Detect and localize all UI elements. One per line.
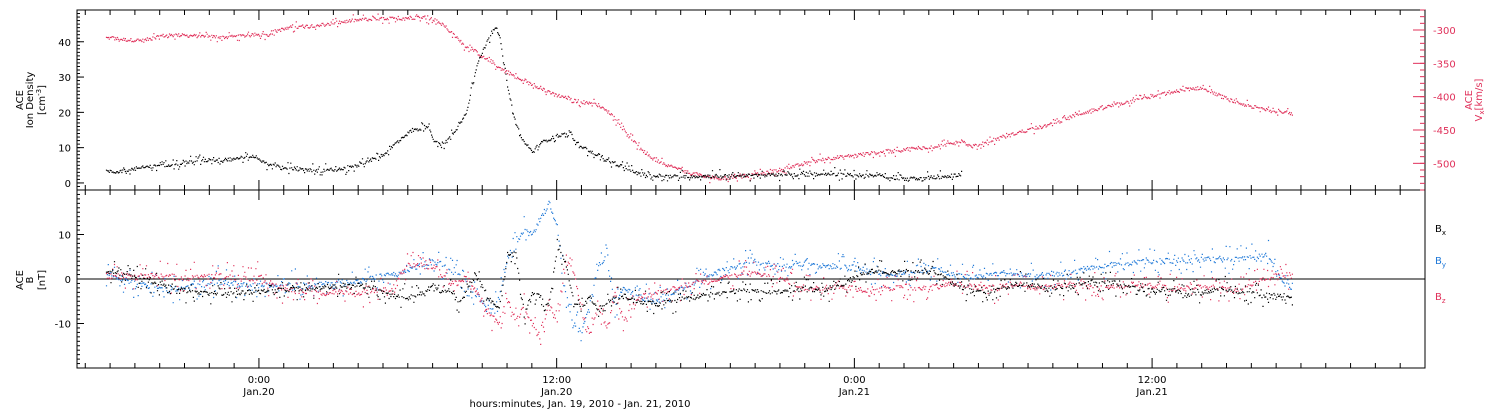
vx-tick-label: -450 — [1433, 126, 1456, 137]
b-tick-label: -10 — [55, 320, 71, 331]
bottom-left-axis-title: ACE B [nT] — [15, 270, 48, 290]
bz-series-points — [105, 251, 1293, 345]
density-tick-label: 30 — [58, 73, 71, 84]
vx-series-points — [105, 13, 1293, 184]
density-unit-text: [cm — [37, 96, 48, 115]
b-legend: Bx By Bz — [1435, 224, 1446, 305]
density-unit-close: ] — [37, 85, 48, 89]
b-tick-label: 10 — [58, 231, 71, 242]
x-tick-time-label: 12:00 — [1138, 375, 1167, 386]
density-tick-label: 10 — [58, 144, 71, 155]
chart-dynamic-layer: 010203040-300-350-400-450-500-100100:00J… — [55, 9, 1456, 398]
vx-label-unit: [km/s] — [1474, 78, 1485, 110]
x-tick-time-label: 0:00 — [843, 375, 865, 386]
vx-tick-label: -300 — [1433, 26, 1456, 37]
by-series-points — [105, 200, 1293, 342]
x-tick-date-label: Jan.20 — [540, 387, 572, 398]
b-label-line2: B — [25, 276, 36, 283]
vx-label-sub: x — [1478, 110, 1486, 114]
vx-label-main: V — [1474, 114, 1485, 121]
b-tick-label: 0 — [65, 275, 71, 286]
legend-bz: Bz — [1435, 292, 1446, 305]
density-tick-label: 40 — [58, 38, 71, 49]
vx-tick-label: -500 — [1433, 159, 1456, 170]
x-axis-label: hours:minutes, Jan. 19, 2010 - Jan. 21, … — [470, 399, 691, 410]
x-tick-time-label: 12:00 — [542, 375, 571, 386]
legend-bz-main: B — [1435, 292, 1442, 303]
x-tick-time-label: 0:00 — [248, 375, 270, 386]
vx-label-line1: ACE — [1464, 90, 1475, 110]
vx-label: Vx[km/s] — [1474, 78, 1486, 121]
density-unit: [cm-3] — [35, 85, 48, 115]
density-label-line1: ACE — [15, 90, 26, 110]
b-unit: [nT] — [37, 270, 48, 290]
density-unit-sup: -3 — [35, 89, 43, 96]
legend-bx-sub: x — [1442, 229, 1446, 237]
density-tick-label: 20 — [58, 108, 71, 119]
legend-bz-sub: z — [1442, 297, 1446, 305]
b-label-line1: ACE — [15, 270, 26, 290]
legend-by: By — [1435, 256, 1446, 269]
vx-tick-label: -350 — [1433, 59, 1456, 70]
vx-tick-label: -400 — [1433, 93, 1456, 104]
x-tick-date-label: Jan.21 — [838, 387, 870, 398]
legend-bx: Bx — [1435, 224, 1446, 237]
x-tick-date-label: Jan.20 — [242, 387, 274, 398]
legend-by-main: B — [1435, 256, 1442, 267]
top-panel-frame — [76, 9, 1426, 191]
density-series-points — [105, 27, 963, 182]
density-tick-label: 0 — [65, 179, 71, 190]
legend-by-sub: y — [1442, 261, 1446, 269]
legend-bx-main: B — [1435, 224, 1442, 235]
bx-series-points — [105, 238, 1293, 325]
density-label-line2: Ion Density — [25, 72, 36, 129]
top-right-axis-title: ACE Vx[km/s] — [1464, 78, 1486, 121]
x-tick-date-label: Jan.21 — [1135, 387, 1167, 398]
top-left-axis-title: ACE Ion Density [cm-3] — [15, 72, 48, 129]
